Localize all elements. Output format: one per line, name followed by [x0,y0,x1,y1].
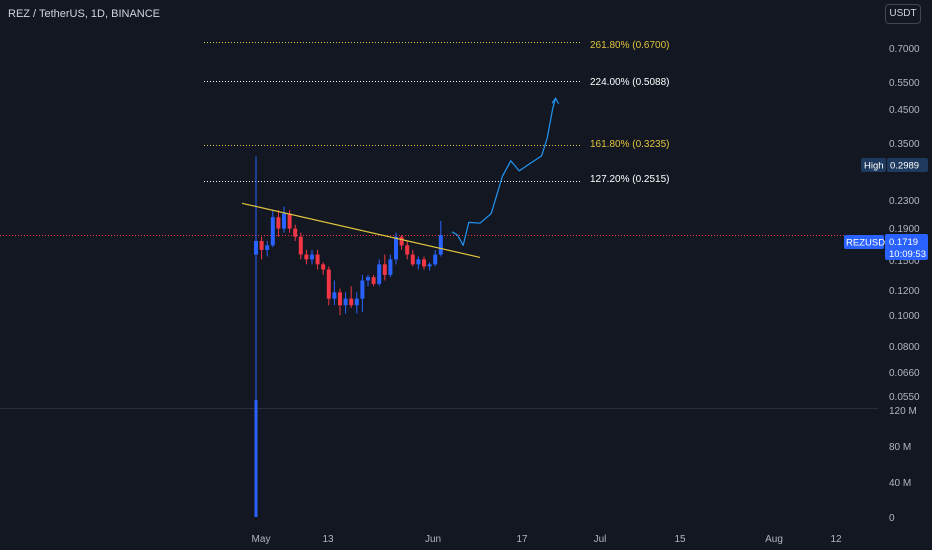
candle-body [382,264,387,275]
fib-label: 224.00% (0.5088) [590,77,670,88]
candle-body [354,298,359,306]
trendline[interactable] [241,202,481,258]
fib-levels [204,42,582,182]
time-tick: Aug [765,534,783,545]
price-tick: 0.0800 [889,342,920,353]
time-tick: 12 [830,534,842,545]
price-tick: 0.5500 [889,78,920,89]
price-badge-bg [885,234,928,260]
candle-body [371,277,376,284]
high-badge-value-bg [887,158,928,172]
high-badge: High 0.2989 [861,158,928,172]
volume-axis: 120 M 80 M 40 M 0 [889,406,917,524]
candle-body [304,254,309,260]
candle-body [254,240,258,255]
fib-label: 127.20% (0.2515) [590,174,670,185]
candle-body [321,264,326,270]
candle-body [377,264,382,284]
candle-body [349,298,354,306]
high-badge-value: 0.2989 [890,161,919,172]
candle-body [315,254,320,265]
candle-body [366,277,370,281]
fib-label: 161.80% (0.3235) [590,139,670,150]
time-tick: 17 [516,534,528,545]
symbol-title: REZ / TetherUS, 1D, BINANCE [8,8,160,20]
time-tick: Jun [425,534,441,545]
volume-bar [254,400,258,517]
candle-body [282,213,286,229]
candle-body [416,259,421,265]
volume-bars [254,400,258,517]
candle-body [433,254,438,265]
candle-body [438,235,443,255]
volume-tick: 40 M [889,478,911,489]
candle-body [326,269,331,299]
candle-body [360,280,365,299]
price-tick: 0.1200 [889,286,920,297]
price-tick: 0.1900 [889,224,920,235]
volume-tick: 0 [889,513,895,524]
candle-body [427,264,432,267]
time-tick: Jul [594,534,607,545]
currency-button[interactable]: USDT [885,4,921,24]
candle-body [388,259,393,275]
fib-label: 261.80% (0.6700) [590,40,670,51]
price-axis[interactable]: 0.7000 0.5500 0.4500 0.3500 0.2300 0.190… [889,44,920,403]
candle-body [270,217,275,246]
candle-body [332,292,337,299]
projection-arrowhead [551,97,560,105]
price-tick: 0.7000 [889,44,920,55]
volume-tick: 120 M [889,406,917,417]
candle-body [405,245,410,255]
symbol-badge: REZUSDT [846,238,891,249]
time-tick: 15 [674,534,686,545]
time-tick: May [252,534,271,545]
high-badge-label: High [864,161,884,172]
fib-labels: 261.80% (0.6700) 224.00% (0.5088) 161.80… [590,40,670,185]
time-tick: 13 [322,534,334,545]
candle-body [343,298,348,306]
candle-body [298,236,303,255]
symbol-badge-bg [844,235,884,249]
candle-body [338,292,342,306]
high-badge-label-bg [861,158,886,172]
price-tick: 0.0550 [889,392,920,403]
candle-body [276,217,281,229]
bar-countdown: 10:09:53 [889,249,926,260]
price-tick: 0.2300 [889,196,920,207]
candle-body [394,236,398,260]
candle-body [259,240,264,250]
candle-body [287,213,292,229]
price-tick: 0.1000 [889,311,920,322]
projection-path[interactable] [451,98,557,246]
candle-body [422,259,426,267]
price-tick: 0.1500 [889,256,920,267]
price-tick: 0.3500 [889,139,920,150]
price-tick: 0.0660 [889,368,920,379]
candle-body [293,228,298,237]
candle-body [310,254,314,260]
volume-tick: 80 M [889,442,911,453]
candle-body [265,245,270,250]
time-axis[interactable]: May 13 Jun 17 Jul 15 Aug 12 [252,534,842,545]
price-tick: 0.4500 [889,105,920,116]
candle-body [410,254,415,265]
candle-body [399,236,404,246]
last-price-badge: REZUSDT 0.1719 10:09:53 [844,234,928,260]
last-price: 0.1719 [889,237,918,248]
